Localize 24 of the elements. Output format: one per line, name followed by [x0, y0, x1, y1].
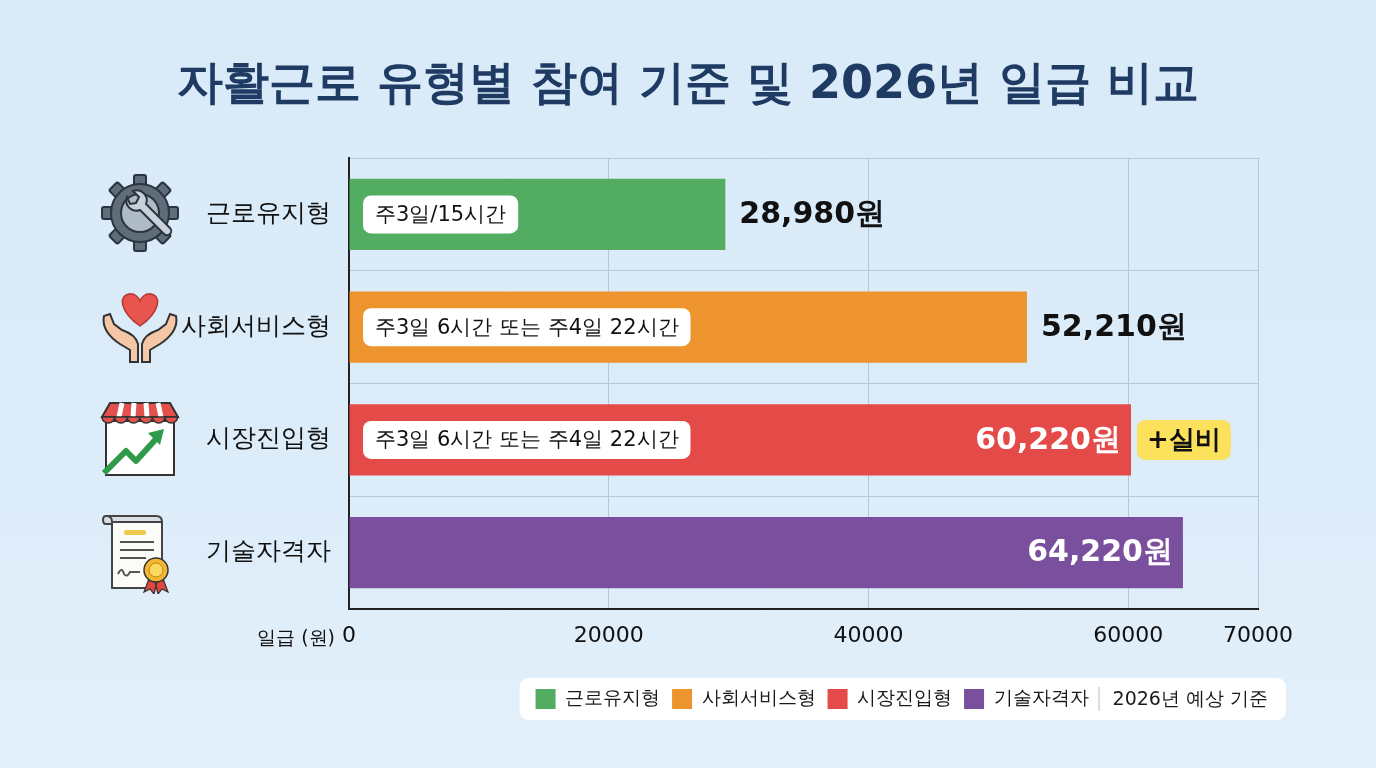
data-label: 64,220원 — [1027, 533, 1173, 569]
chart-title: 자활근로 유형별 참여 기준 및 2026년 일급 비교 — [175, 54, 1201, 111]
annotation: 주3일 6시간 또는 주4일 22시간 — [375, 314, 679, 339]
annotation: 주3일 6시간 또는 주4일 22시간 — [375, 427, 679, 452]
data-label: 60,220원 — [975, 420, 1121, 456]
y-tick-label: 사회서비스형 — [181, 310, 331, 340]
y-tick-label: 시장진입형 — [206, 423, 331, 453]
data-label: 52,210원 — [1040, 307, 1187, 343]
x-tick-label: 20000 — [573, 621, 644, 647]
legend-label: 근로유지형 — [565, 685, 661, 708]
legend-label: 시장진입형 — [857, 685, 953, 708]
x-tick-label: 60000 — [1093, 621, 1164, 647]
data-label: 28,980원 — [739, 195, 886, 231]
y-tick-label: 기술자격자 — [206, 536, 331, 566]
legend-label: 기술자격자 — [993, 685, 1089, 708]
legend-label: 사회서비스형 — [701, 685, 816, 708]
x-tick-label: 40000 — [833, 621, 904, 647]
annotation: +실비 — [1147, 423, 1221, 454]
annotation: 주3일/15시간 — [375, 201, 507, 226]
x-axis-title: 일급 (원) — [257, 625, 335, 648]
x-tick-label: 70000 — [1223, 621, 1293, 647]
text: 2026년 예상 기준 — [1112, 686, 1268, 709]
x-tick-label: 0 — [342, 621, 356, 647]
y-tick-label: 근로유지형 — [206, 197, 331, 227]
